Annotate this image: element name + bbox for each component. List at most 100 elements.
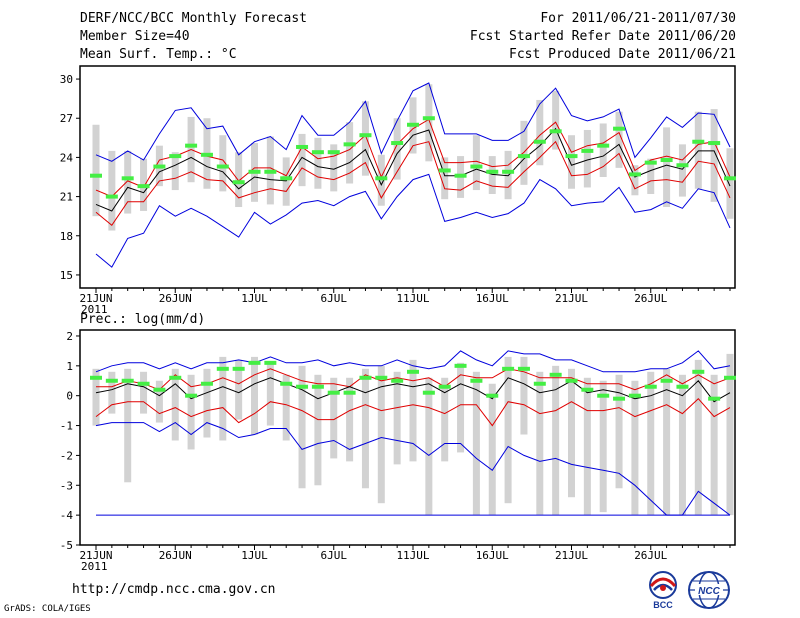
- x-tick-label: 26JUL: [634, 292, 667, 305]
- x-tick-label: 16JUL: [476, 549, 509, 562]
- y-tick-label: -5: [60, 539, 73, 552]
- grads-credit: GrADS: COLA/IGES: [4, 604, 91, 614]
- mean-marker: [248, 360, 261, 365]
- chart-title: DERF/NCC/BCC Monthly Forecast: [80, 11, 307, 26]
- ensemble-box: [393, 371, 401, 465]
- ensemble-box: [155, 380, 163, 423]
- mean-marker: [628, 172, 641, 177]
- x-tick-label: 11JUL: [396, 549, 429, 562]
- mean-marker: [105, 194, 118, 199]
- ensemble-box: [583, 377, 591, 516]
- ensemble-box: [631, 165, 639, 196]
- ensemble-box: [393, 118, 401, 180]
- ensemble-box: [678, 144, 686, 197]
- bcc-logo-text: BCC: [653, 600, 673, 610]
- x-tick-label: 26JUL: [634, 549, 667, 562]
- ensemble-box: [583, 129, 591, 188]
- mean-marker: [216, 366, 229, 371]
- mean-marker: [644, 160, 657, 165]
- mean-marker: [185, 393, 198, 398]
- mean-marker: [581, 148, 594, 153]
- mean-marker: [517, 154, 530, 159]
- ensemble-box: [409, 359, 417, 462]
- ensemble-box: [615, 111, 623, 168]
- plot-frame: [79, 65, 736, 289]
- max-line: [95, 82, 731, 162]
- mean-marker: [121, 176, 134, 181]
- mean-marker: [565, 378, 578, 383]
- ensemble-box: [266, 362, 274, 426]
- precip-panel-title: Prec.: log(mm/d): [80, 312, 205, 327]
- ensemble-box: [710, 374, 718, 516]
- mean-marker: [137, 381, 150, 386]
- ensemble-box: [726, 148, 734, 219]
- mean-marker: [391, 378, 404, 383]
- mean-marker: [359, 133, 372, 138]
- ncc-logo-text: NCC: [698, 586, 720, 597]
- ensemble-box: [536, 371, 544, 516]
- ensemble-box: [361, 368, 369, 489]
- mean-marker: [565, 154, 578, 159]
- mean-marker: [264, 169, 277, 174]
- ensemble-box: [520, 356, 528, 435]
- ensemble-box: [171, 368, 179, 441]
- source-url[interactable]: http://cmdp.ncc.cma.gov.cn: [72, 582, 276, 597]
- ensemble-box: [361, 101, 369, 176]
- ncc-logo: NCC: [687, 570, 731, 614]
- y-tick-label: 27: [60, 112, 73, 125]
- ensemble-box: [92, 124, 100, 217]
- mean-marker: [486, 169, 499, 174]
- x-tick-label: 26JUN: [159, 549, 192, 562]
- mean-marker: [248, 169, 261, 174]
- mean-marker: [296, 144, 309, 149]
- y-tick-label: 30: [60, 73, 73, 86]
- ensemble-box: [108, 371, 116, 414]
- x-tick-label: 21JUN: [79, 549, 112, 562]
- ensemble-box: [219, 135, 227, 192]
- mean-marker: [169, 375, 182, 380]
- q25-line: [95, 140, 731, 227]
- mean-marker: [327, 150, 340, 155]
- mean-marker: [517, 366, 530, 371]
- y-tick-label: 2: [66, 330, 73, 343]
- ensemble-box: [663, 368, 671, 516]
- mean-marker: [502, 366, 515, 371]
- mean-marker: [391, 141, 404, 146]
- ensemble-box: [631, 380, 639, 516]
- median-line: [95, 127, 731, 212]
- ensemble-box: [425, 84, 433, 162]
- ensemble-box: [171, 152, 179, 191]
- ensemble-box: [219, 356, 227, 441]
- ensemble-box: [694, 111, 702, 189]
- mean-marker: [628, 393, 641, 398]
- ensemble-box: [472, 371, 480, 516]
- ensemble-box: [108, 150, 116, 231]
- mean-marker: [232, 180, 245, 185]
- mean-marker: [533, 381, 546, 386]
- mean-marker: [597, 393, 610, 398]
- y-tick-label: 24: [60, 151, 74, 164]
- ensemble-box: [203, 368, 211, 438]
- x-tick-label: 6JUL: [321, 549, 348, 562]
- mean-marker: [216, 164, 229, 169]
- x-tick-label: 21JUL: [555, 292, 588, 305]
- ensemble-box: [330, 377, 338, 459]
- ensemble-box: [457, 362, 465, 453]
- mean-marker: [121, 378, 134, 383]
- q25-line: [95, 397, 731, 427]
- mean-marker: [90, 375, 102, 380]
- mean-marker: [153, 164, 166, 169]
- mean-marker: [280, 176, 293, 181]
- y-tick-label: -1: [60, 420, 73, 433]
- mean-marker: [105, 378, 118, 383]
- mean-marker: [438, 384, 451, 389]
- mean-marker: [454, 173, 467, 178]
- mean-marker: [200, 152, 213, 157]
- mean-marker: [502, 169, 515, 174]
- ensemble-box: [472, 135, 480, 191]
- y-tick-label: -3: [60, 479, 73, 492]
- ensemble-box: [536, 99, 544, 166]
- mean-marker: [375, 176, 388, 181]
- ensemble-box: [298, 133, 306, 187]
- mean-marker: [90, 173, 102, 178]
